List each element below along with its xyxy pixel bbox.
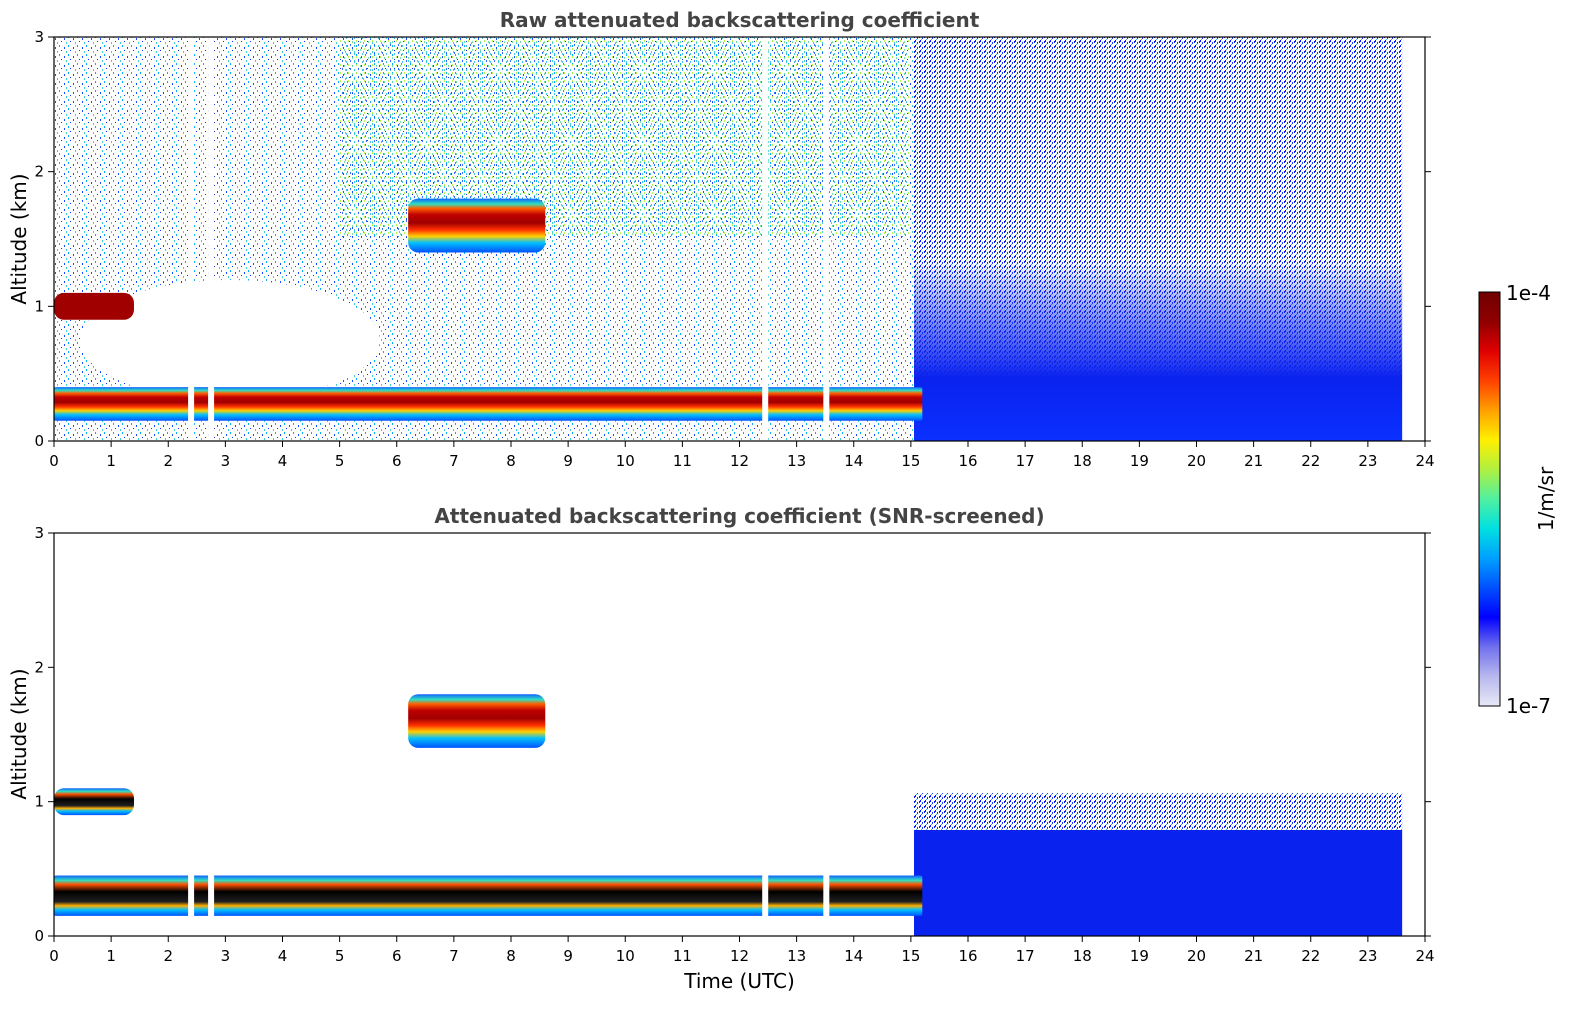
x-tick-label: 3 [221, 452, 231, 470]
feature-low-cloud-layer [54, 292, 134, 320]
x-tick-label: 14 [844, 452, 863, 470]
x-tick-label: 12 [730, 452, 749, 470]
x-tick-label: 16 [958, 452, 977, 470]
y-tick-label: 0 [34, 432, 44, 450]
x-tick-label: 0 [49, 947, 59, 965]
data-gap [762, 533, 769, 936]
x-tick-label: 19 [1130, 947, 1149, 965]
no-data-region [1402, 37, 1425, 441]
x-tick-label: 24 [1415, 947, 1434, 965]
x-tick-label: 7 [449, 947, 459, 965]
clear-region [80, 280, 380, 400]
x-tick-label: 14 [844, 947, 863, 965]
x-tick-label: 9 [563, 452, 573, 470]
feature-elevated-layer [408, 694, 546, 748]
x-tick-label: 4 [278, 947, 288, 965]
x-tick-label: 2 [163, 947, 173, 965]
data-gap [823, 37, 830, 441]
x-tick-label: 22 [1301, 947, 1320, 965]
x-tick-label: 20 [1187, 947, 1206, 965]
x-tick-label: 15 [901, 452, 920, 470]
night-aerosol-fill [914, 260, 1404, 441]
x-tick-label: 19 [1130, 452, 1149, 470]
x-tick-label: 17 [1016, 947, 1035, 965]
x-tick-label: 2 [163, 452, 173, 470]
x-tick-label: 3 [221, 947, 231, 965]
y-tick-label: 0 [34, 927, 44, 945]
y-axis-label: Altitude (km) [7, 668, 31, 799]
x-tick-label: 9 [563, 947, 573, 965]
colorbar-unit-label: 1/m/sr [1534, 466, 1558, 531]
feature-elevated-layer [408, 198, 546, 253]
panel-title: Attenuated backscattering coefficient (S… [434, 504, 1044, 528]
x-tick-label: 21 [1244, 452, 1263, 470]
colorbar-max-label: 1e-4 [1506, 281, 1551, 305]
data-gap [823, 533, 830, 936]
y-tick-label: 3 [34, 28, 44, 46]
x-tick-label: 23 [1358, 947, 1377, 965]
x-tick-label: 6 [392, 452, 402, 470]
x-tick-label: 1 [106, 452, 116, 470]
x-tick-label: 11 [673, 452, 692, 470]
x-tick-label: 15 [901, 947, 920, 965]
plot-area [54, 37, 1425, 441]
raw-backscatter-panel: Raw attenuated backscattering coefficien… [7, 8, 1435, 470]
x-tick-label: 22 [1301, 452, 1320, 470]
y-tick-label: 2 [34, 163, 44, 181]
feature-boundary-layer-aerosol [54, 875, 923, 916]
x-tick-label: 21 [1244, 947, 1263, 965]
x-tick-label: 18 [1073, 947, 1092, 965]
data-gap [188, 533, 195, 936]
x-tick-label: 13 [787, 947, 806, 965]
feature-boundary-layer-aerosol [54, 387, 923, 421]
colorbar-min-label: 1e-7 [1506, 694, 1551, 718]
x-tick-label: 5 [335, 452, 345, 470]
x-tick-label: 7 [449, 452, 459, 470]
x-tick-label: 10 [616, 947, 635, 965]
x-tick-label: 4 [278, 452, 288, 470]
x-tick-label: 10 [616, 452, 635, 470]
y-axis-label: Altitude (km) [7, 173, 31, 304]
x-tick-label: 0 [49, 452, 59, 470]
x-tick-label: 6 [392, 947, 402, 965]
data-gap [762, 37, 769, 441]
colorbar-gradient [1478, 291, 1501, 707]
feature-low-cloud-layer [54, 788, 134, 816]
colorbar: 1e-4 1e-7 1/m/sr [1478, 281, 1558, 718]
x-tick-label: 16 [958, 947, 977, 965]
x-tick-label: 23 [1358, 452, 1377, 470]
x-tick-label: 17 [1016, 452, 1035, 470]
night-aerosol-base [914, 830, 1404, 936]
x-tick-label: 1 [106, 947, 116, 965]
x-tick-label: 18 [1073, 452, 1092, 470]
x-tick-label: 24 [1415, 452, 1434, 470]
x-tick-label: 8 [506, 452, 516, 470]
y-tick-label: 1 [34, 297, 44, 315]
data-gap [208, 37, 215, 441]
data-gap [208, 533, 215, 936]
y-tick-label: 2 [34, 658, 44, 676]
snr-screened-panel: Attenuated backscattering coefficient (S… [7, 504, 1435, 993]
plot-area [54, 533, 1425, 936]
x-axis-label: Time (UTC) [683, 969, 795, 993]
x-tick-label: 5 [335, 947, 345, 965]
x-tick-label: 12 [730, 947, 749, 965]
x-tick-label: 8 [506, 947, 516, 965]
x-tick-label: 13 [787, 452, 806, 470]
y-tick-label: 1 [34, 793, 44, 811]
x-tick-label: 20 [1187, 452, 1206, 470]
data-gap [188, 37, 195, 441]
y-tick-label: 3 [34, 524, 44, 542]
panel-title: Raw attenuated backscattering coefficien… [500, 8, 980, 32]
x-tick-label: 11 [673, 947, 692, 965]
no-data-region [1402, 533, 1425, 936]
